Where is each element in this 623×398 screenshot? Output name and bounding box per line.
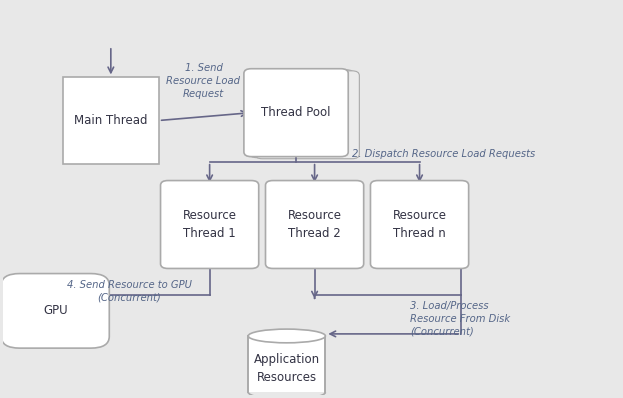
Text: Thread Pool: Thread Pool: [261, 106, 331, 119]
FancyArrowPatch shape: [312, 164, 317, 181]
Text: 2. Dispatch Resource Load Requests: 2. Dispatch Resource Load Requests: [351, 149, 535, 159]
FancyBboxPatch shape: [265, 181, 364, 269]
Text: Application
Resources: Application Resources: [254, 353, 320, 384]
FancyBboxPatch shape: [161, 181, 259, 269]
Text: Resource
Thread n: Resource Thread n: [392, 209, 447, 240]
FancyArrowPatch shape: [207, 164, 212, 181]
Bar: [249, 336, 324, 392]
Text: Main Thread: Main Thread: [74, 114, 148, 127]
FancyBboxPatch shape: [255, 71, 359, 159]
Text: 4. Send Resource to GPU
(Concurrent): 4. Send Resource to GPU (Concurrent): [67, 280, 192, 302]
FancyArrowPatch shape: [330, 331, 459, 337]
Text: 1. Send
Resource Load
Request: 1. Send Resource Load Request: [166, 63, 240, 99]
Text: Resource
Thread 1: Resource Thread 1: [183, 209, 237, 240]
FancyBboxPatch shape: [249, 70, 354, 158]
Text: 3. Load/Process
Resource From Disk
(Concurrent): 3. Load/Process Resource From Disk (Conc…: [411, 301, 510, 336]
Text: GPU: GPU: [43, 304, 67, 317]
FancyBboxPatch shape: [63, 77, 159, 164]
FancyArrowPatch shape: [312, 291, 317, 298]
Ellipse shape: [248, 329, 325, 343]
FancyBboxPatch shape: [371, 181, 468, 269]
FancyArrowPatch shape: [161, 111, 247, 120]
FancyArrowPatch shape: [417, 164, 422, 181]
FancyArrowPatch shape: [108, 49, 113, 73]
FancyArrowPatch shape: [88, 290, 93, 296]
FancyBboxPatch shape: [1, 273, 109, 348]
Bar: [248, 336, 325, 392]
FancyBboxPatch shape: [244, 69, 348, 157]
Text: Resource
Thread 2: Resource Thread 2: [288, 209, 341, 240]
